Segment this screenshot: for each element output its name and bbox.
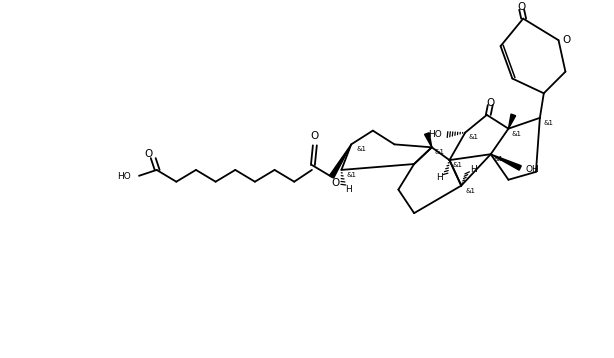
Polygon shape (330, 144, 351, 178)
Text: &1: &1 (494, 156, 503, 162)
Text: HO: HO (428, 130, 441, 139)
Text: OH: OH (525, 165, 539, 174)
Polygon shape (508, 114, 516, 129)
Text: &1: &1 (453, 162, 462, 168)
Text: H: H (470, 165, 476, 174)
Polygon shape (424, 133, 432, 147)
Text: O: O (311, 131, 319, 141)
Text: O: O (487, 98, 495, 108)
Text: O: O (145, 149, 153, 159)
Text: &1: &1 (356, 146, 366, 152)
Text: H: H (345, 185, 352, 194)
Text: &1: &1 (465, 188, 475, 194)
Text: O: O (562, 35, 570, 45)
Text: H: H (437, 173, 443, 182)
Text: &1: &1 (435, 149, 445, 155)
Text: HO: HO (117, 172, 131, 181)
Text: O: O (332, 178, 340, 188)
Text: &1: &1 (511, 131, 521, 136)
Text: &1: &1 (468, 135, 478, 140)
Text: O: O (517, 2, 526, 12)
Text: &1: &1 (346, 172, 356, 178)
Text: &1: &1 (544, 120, 554, 126)
Polygon shape (491, 154, 521, 170)
